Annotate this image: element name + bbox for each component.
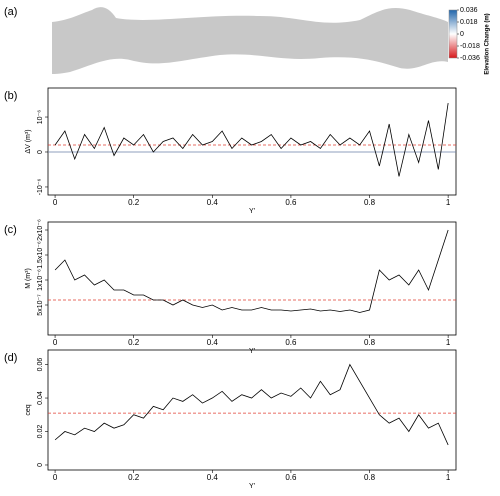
- y-tick-label: 10⁻⁶: [37, 110, 44, 124]
- data-line: [54, 363, 449, 446]
- y-tick-label: 2x10⁻⁶: [37, 219, 44, 241]
- x-tick-label: 0.6: [285, 338, 297, 347]
- x-tick-label: 0.2: [128, 338, 140, 347]
- x-tick-label: 1: [446, 338, 451, 347]
- colorbar: [448, 9, 458, 59]
- river-domain: [52, 7, 448, 74]
- y-axis-label: M (m³): [25, 268, 32, 289]
- x-tick-label: 0.4: [207, 338, 219, 347]
- plot-frame: [47, 87, 457, 196]
- x-tick-label: 0.4: [207, 198, 219, 207]
- y-axis-label: ΔV (m³): [25, 129, 32, 153]
- y-tick-label: 0: [37, 463, 44, 467]
- colorbar-tick-label: 0.018: [460, 19, 478, 26]
- x-tick-label: 0: [53, 198, 58, 207]
- x-tick-label: 0.4: [207, 473, 219, 482]
- y-tick-label: 1.5x10⁻⁶: [37, 241, 44, 269]
- x-axis-label: Y': [249, 483, 255, 490]
- x-tick-label: 0.6: [285, 198, 297, 207]
- x-tick-label: 1: [446, 473, 451, 482]
- colorbar-label: Elevation Change (m): [485, 13, 491, 74]
- x-tick-label: 1: [446, 198, 451, 207]
- x-axis-label: Y': [249, 208, 255, 215]
- colorbar-tick-label: -0.036: [460, 55, 480, 62]
- x-tick-label: 0.2: [128, 473, 140, 482]
- y-axis-label: ceq: [25, 404, 32, 415]
- x-tick-label: 0.6: [285, 473, 297, 482]
- plot-frame: [47, 349, 457, 471]
- panel-label: (a): [4, 6, 17, 18]
- data-line: [54, 102, 449, 177]
- panel-label: (c): [4, 224, 17, 236]
- y-tick-label: 1x10⁻⁶: [37, 269, 44, 291]
- colorbar-tick-label: -0.018: [460, 43, 480, 50]
- x-tick-label: 0.2: [128, 198, 140, 207]
- panel-label: (d): [4, 352, 17, 364]
- y-tick-label: 0.02: [37, 425, 44, 439]
- y-tick-label: 0.06: [37, 358, 44, 372]
- data-line: [54, 229, 449, 313]
- y-tick-label: 5x10⁻⁷: [37, 294, 44, 316]
- x-tick-label: 0.8: [364, 198, 376, 207]
- x-tick-label: 0.8: [364, 473, 376, 482]
- x-axis-label: Y': [249, 348, 255, 355]
- plot-frame: [47, 221, 457, 336]
- x-tick-label: 0.8: [364, 338, 376, 347]
- y-tick-label: 0: [37, 150, 44, 154]
- x-tick-label: 0: [53, 473, 58, 482]
- colorbar-tick-label: 0: [460, 31, 464, 38]
- panel-label: (b): [4, 90, 17, 102]
- colorbar-tick-label: 0.036: [460, 7, 478, 14]
- y-tick-label: -10⁻⁶: [37, 178, 44, 195]
- x-tick-label: 0: [53, 338, 58, 347]
- y-tick-label: 0.04: [37, 391, 44, 405]
